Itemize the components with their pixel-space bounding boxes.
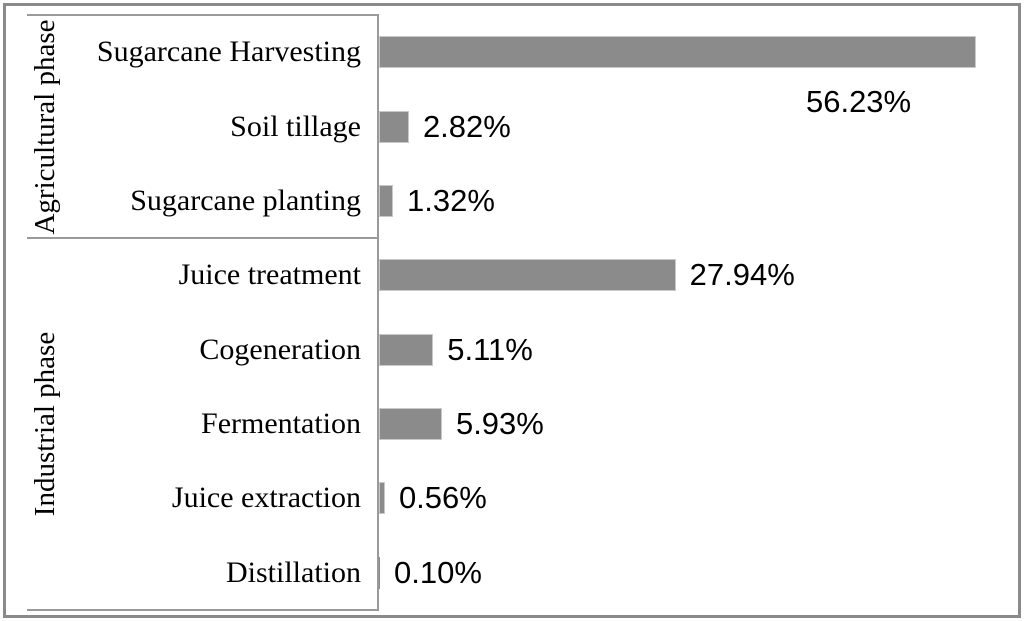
value-label: 27.94% [689,257,795,293]
value-label: 5.11% [447,331,533,367]
category-label: Fermentation [201,407,361,441]
value-label: 2.82% [422,108,511,144]
bar [379,184,393,217]
category-label: Juice extraction [171,481,361,515]
value-label: 1.32% [407,182,495,218]
group-separator-line [27,237,379,240]
bar [379,36,976,69]
value-label: 0.56% [398,480,487,516]
bar [379,333,434,366]
bar [379,259,676,292]
category-label: Juice treatment [178,258,361,292]
category-label: Soil tillage [230,109,361,143]
category-label: Sugarcane planting [130,183,361,217]
axis-bottom-line [27,609,379,611]
value-label: 5.93% [455,406,544,442]
value-label: 56.23% [805,84,912,120]
bar [379,110,409,143]
group-separator-line [27,14,379,16]
category-axis-line [377,15,379,610]
category-label: Distillation [226,555,361,589]
category-label: Sugarcane Harvesting [96,35,361,69]
bar [379,482,385,515]
value-label: 0.10% [394,554,482,590]
bar [379,408,442,441]
category-label: Cogeneration [199,332,361,366]
bar [379,556,381,589]
